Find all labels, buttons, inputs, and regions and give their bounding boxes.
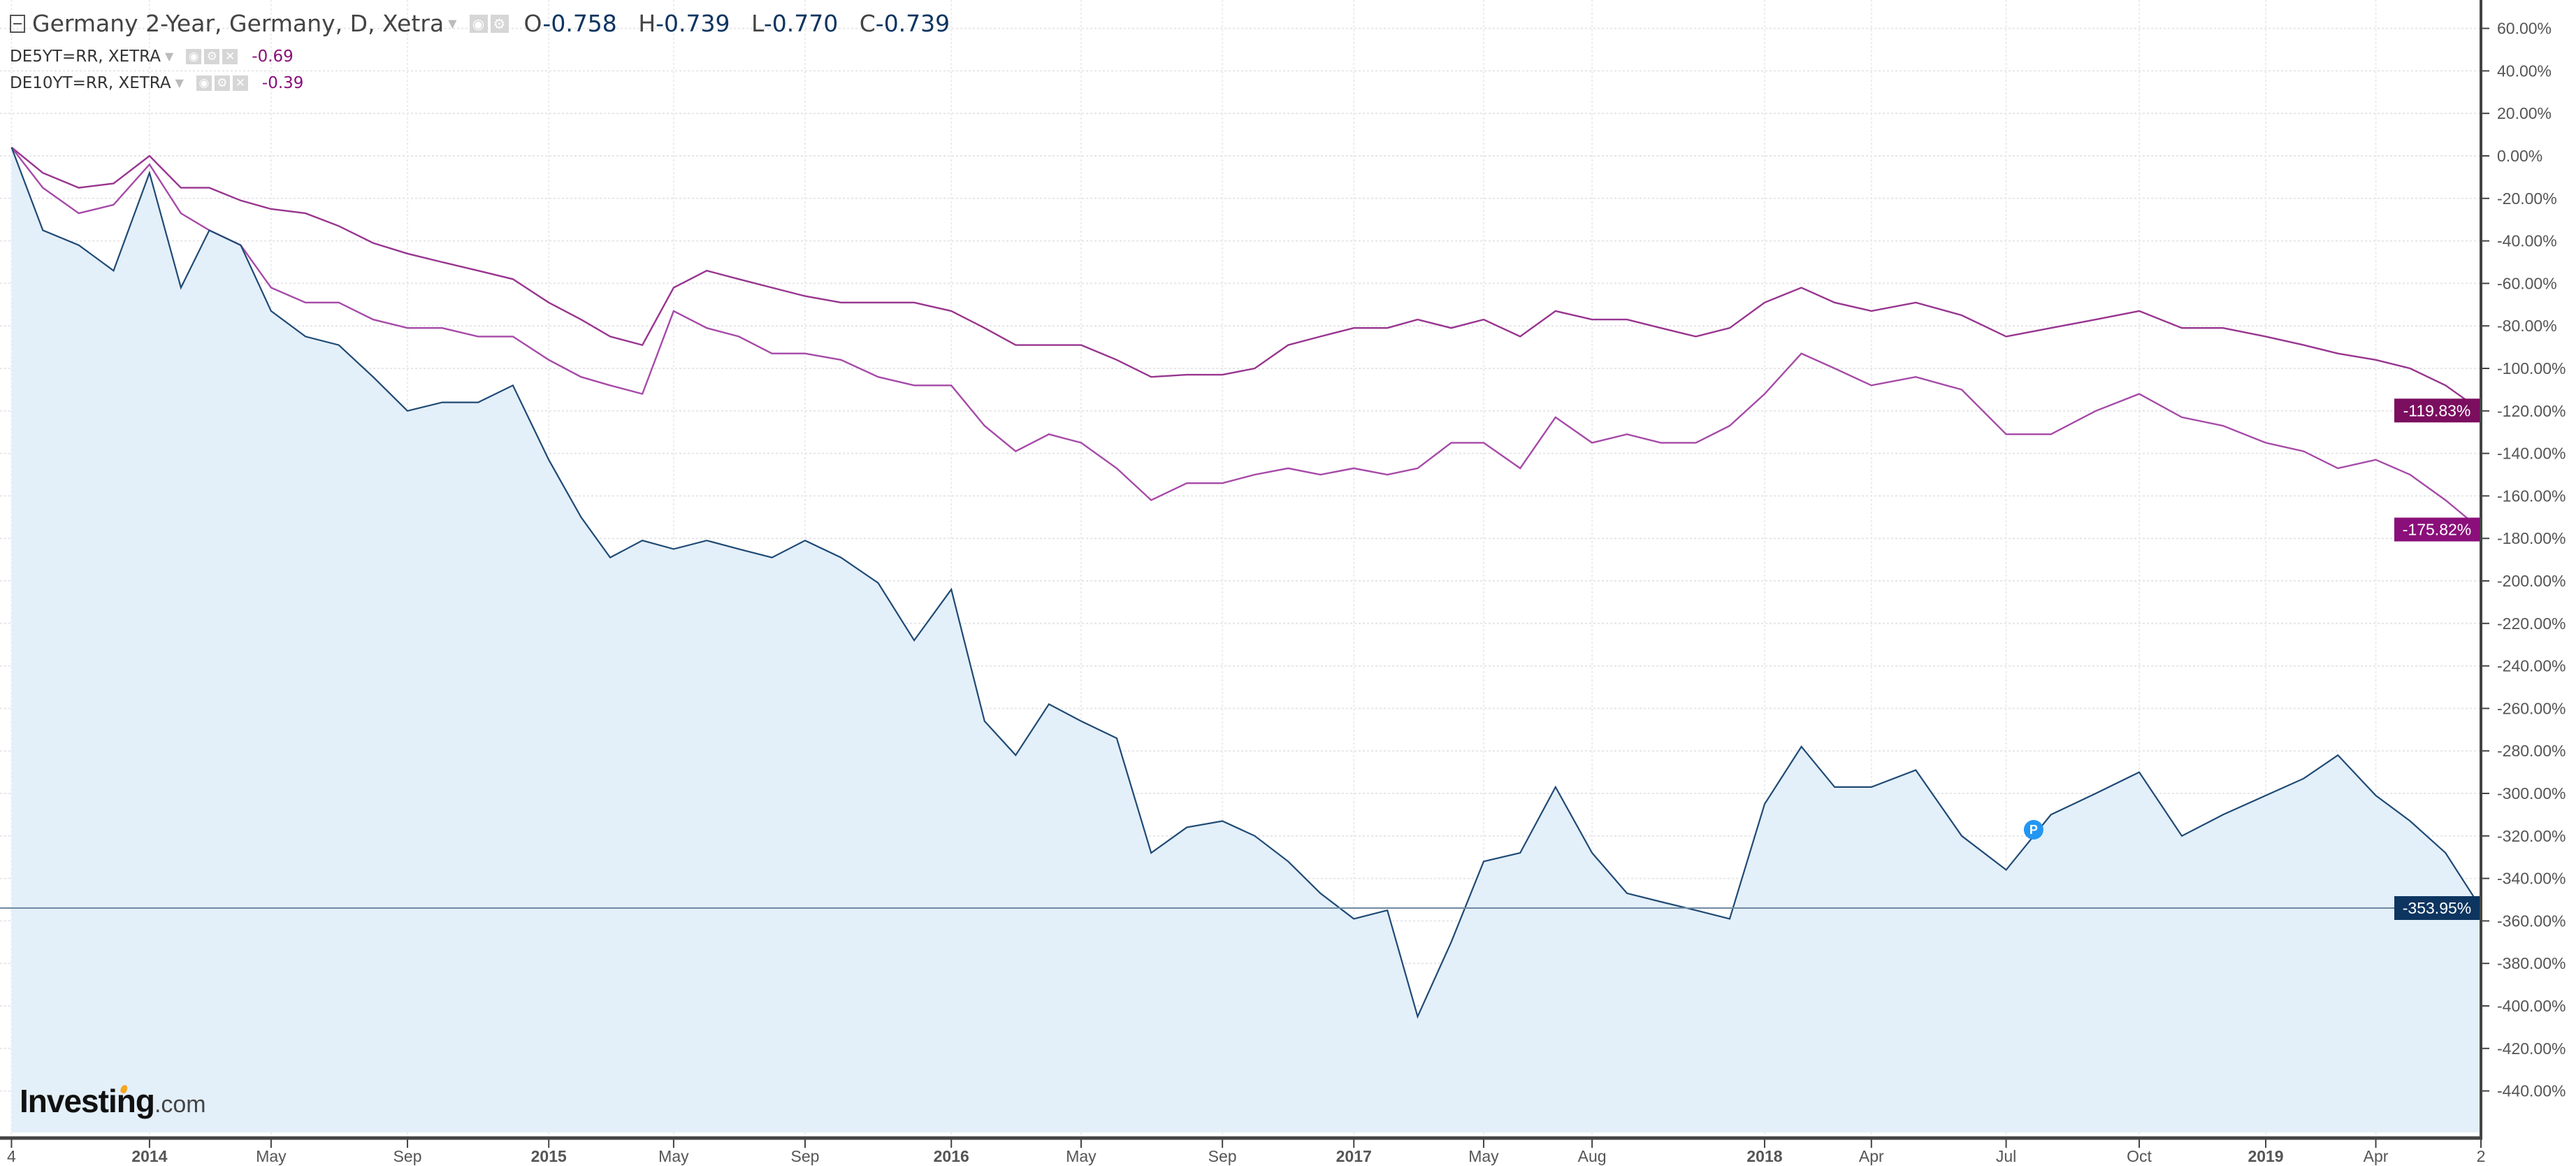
x-tick-label: 2014 xyxy=(131,1147,167,1165)
y-tick-label: -120.00% xyxy=(2497,402,2566,420)
visibility-icon[interactable]: ◉ xyxy=(186,49,202,64)
last-value-label: -175.82% xyxy=(2403,520,2471,538)
dropdown-caret-icon[interactable]: ▼ xyxy=(164,50,174,63)
x-tick-label: 2018 xyxy=(1746,1147,1782,1165)
remove-close-icon[interactable]: ✕ xyxy=(222,49,238,64)
event-marker[interactable]: P xyxy=(2023,820,2043,840)
y-tick-label: -80.00% xyxy=(2497,317,2557,335)
x-tick-label: 2 xyxy=(2477,1147,2486,1165)
comparison-value: -0.39 xyxy=(261,74,304,92)
y-tick-label: -380.00% xyxy=(2497,954,2566,972)
high-value: -0.739 xyxy=(656,10,730,37)
y-tick-label: -300.00% xyxy=(2497,784,2566,802)
last-value-badge-bg xyxy=(2394,517,2480,542)
y-tick-label: -440.00% xyxy=(2497,1082,2566,1100)
y-tick-label: -100.00% xyxy=(2497,359,2566,377)
y-tick-label: -260.00% xyxy=(2497,699,2566,717)
x-tick-label: 2016 xyxy=(934,1147,969,1165)
comparison-legend-de5yt: DE5YT=RR, XETRA ▼ ◉ ⚙ ✕ -0.69 xyxy=(10,46,294,67)
comparison-symbol: DE5YT=RR, XETRA xyxy=(10,48,161,66)
y-tick-label: -20.00% xyxy=(2497,189,2557,208)
y-tick-label: -320.00% xyxy=(2497,827,2566,845)
visibility-icon[interactable]: ◉ xyxy=(196,75,212,91)
open-label: O xyxy=(523,10,543,37)
y-tick-label: -420.00% xyxy=(2497,1039,2566,1058)
investing-logo: Investing.com xyxy=(20,1082,206,1120)
last-value-label: -119.83% xyxy=(2403,401,2471,419)
y-tick-label: 0.00% xyxy=(2497,147,2542,165)
de10yt-line xyxy=(10,146,2482,412)
x-tick-label: 2017 xyxy=(1336,1147,1372,1165)
main-series-title: Germany 2-Year, Germany, D, Xetra xyxy=(32,10,444,37)
y-tick-label: -400.00% xyxy=(2497,997,2566,1015)
de5yt-line xyxy=(10,147,2482,531)
event-marker-circle[interactable] xyxy=(2023,820,2043,840)
last-value-badge-bg xyxy=(2394,896,2480,921)
settings-gear-icon[interactable]: ⚙ xyxy=(214,75,230,91)
close-label: C xyxy=(859,10,876,37)
last-value-badge-bg xyxy=(2394,398,2480,423)
settings-gear-icon[interactable]: ⚙ xyxy=(204,49,220,64)
visibility-icon[interactable]: ◉ xyxy=(469,15,488,33)
x-tick-label: Aug xyxy=(1578,1147,1607,1165)
high-label: H xyxy=(638,10,656,37)
x-tick-label: Sep xyxy=(791,1147,820,1165)
y-axis[interactable]: 60.00% 40.00% 20.00% 0.00% -20.00% -40.00% -60… xyxy=(2481,20,2566,1100)
x-tick-label: Oct xyxy=(2127,1147,2152,1165)
x-tick-label: Sep xyxy=(1208,1147,1237,1165)
y-tick-label: -200.00% xyxy=(2497,572,2566,590)
x-tick-label: Apr xyxy=(1859,1147,1884,1165)
x-tick-label: Jul xyxy=(1996,1147,2016,1165)
last-value-badge: -353.95% xyxy=(2394,896,2480,921)
y-tick-label: -40.00% xyxy=(2497,232,2557,250)
x-tick-label: 2019 xyxy=(2248,1147,2283,1165)
y-tick-label: -340.00% xyxy=(2497,870,2566,888)
y-tick-label: 20.00% xyxy=(2497,104,2552,122)
event-marker-label: P xyxy=(2029,823,2038,837)
last-value-badge: -119.83% xyxy=(2394,398,2480,423)
y-tick-label: -180.00% xyxy=(2497,529,2566,547)
y-tick-label: 40.00% xyxy=(2497,62,2552,80)
last-value-badge: -175.82% xyxy=(2394,517,2480,542)
x-tick-label: May xyxy=(1066,1147,1097,1165)
dropdown-caret-icon[interactable]: ▼ xyxy=(175,76,184,89)
x-tick-label: May xyxy=(1468,1147,1499,1165)
y-tick-label: -140.00% xyxy=(2497,445,2566,463)
x-tick-label: May xyxy=(256,1147,287,1165)
remove-close-icon[interactable]: ✕ xyxy=(232,75,248,91)
y-tick-label: -160.00% xyxy=(2497,487,2566,505)
y-tick-label: 60.00% xyxy=(2497,20,2552,38)
comparison-symbol: DE10YT=RR, XETRA xyxy=(10,74,171,92)
close-value: -0.739 xyxy=(875,10,950,37)
ohlc-values: O-0.758 H-0.739 L-0.770 C-0.739 xyxy=(524,10,964,38)
last-value-badges: -353.95% -175.82% -119.83% xyxy=(2394,398,2480,921)
main-series-legend: Germany 2-Year, Germany, D, Xetra ▼ ◉ ⚙ … xyxy=(10,10,964,38)
collapse-icon[interactable] xyxy=(10,15,25,33)
x-axis[interactable]: 4 2014 May Sep 2015 May Sep 2016 May Sep 2017 May Au… xyxy=(7,1138,2485,1165)
comparison-legend-de10yt: DE10YT=RR, XETRA ▼ ◉ ⚙ ✕ -0.39 xyxy=(10,73,303,94)
x-tick-label: Apr xyxy=(2364,1147,2389,1165)
y-tick-label: -280.00% xyxy=(2497,742,2566,760)
germany-2y-area-fill xyxy=(11,147,2482,1133)
x-tick-label: 2015 xyxy=(531,1147,567,1165)
y-tick-label: -60.00% xyxy=(2497,274,2557,292)
germany-2y-line xyxy=(10,147,2482,1019)
settings-gear-icon[interactable]: ⚙ xyxy=(490,15,509,33)
y-tick-label: -360.00% xyxy=(2497,912,2566,930)
x-tick-label: Sep xyxy=(393,1147,422,1165)
x-tick-label: May xyxy=(658,1147,689,1165)
x-tick-label: 4 xyxy=(7,1147,16,1165)
logo-main: Investing xyxy=(20,1083,155,1119)
comparison-value: -0.69 xyxy=(252,48,294,66)
y-tick-label: -220.00% xyxy=(2497,614,2566,633)
y-tick-label: -240.00% xyxy=(2497,657,2566,675)
dropdown-caret-icon[interactable]: ▼ xyxy=(448,17,457,30)
low-value: -0.770 xyxy=(763,10,839,37)
open-value: -0.758 xyxy=(542,10,617,37)
low-label: L xyxy=(751,10,764,37)
last-value-label: -353.95% xyxy=(2403,899,2471,917)
logo-suffix: .com xyxy=(154,1091,206,1118)
